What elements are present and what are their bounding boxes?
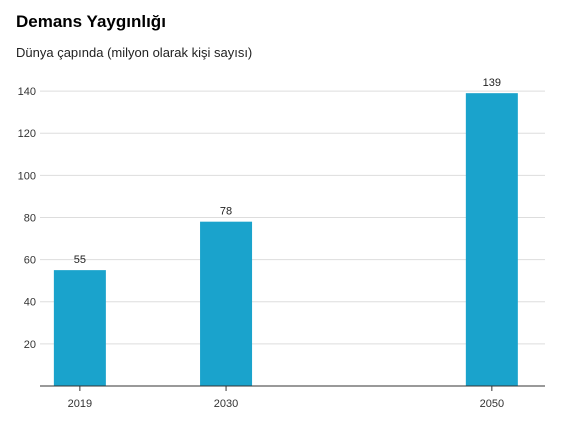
x-axis-ticks: 2019 2030 2050 bbox=[68, 386, 504, 410]
chart-title: Demans Yaygınlığı bbox=[16, 12, 166, 31]
y-tick-label: 120 bbox=[18, 128, 36, 140]
y-tick-label: 140 bbox=[18, 86, 36, 98]
y-tick-label: 60 bbox=[24, 255, 36, 267]
y-tick-label: 100 bbox=[18, 170, 36, 182]
y-axis-ticks: 20 40 60 80 100 120 140 bbox=[18, 86, 36, 351]
data-label: 78 bbox=[220, 206, 232, 218]
gridlines bbox=[40, 90, 545, 345]
x-tick-label: 2030 bbox=[214, 398, 238, 410]
data-label: 55 bbox=[74, 254, 86, 266]
bar-2050 bbox=[465, 93, 518, 386]
bar-2019 bbox=[53, 270, 106, 386]
bars: 55 78 139 bbox=[53, 77, 518, 386]
x-tick-label: 2019 bbox=[68, 398, 92, 410]
chart-subtitle: Dünya çapında (milyon olarak kişi sayısı… bbox=[16, 45, 253, 60]
y-tick-label: 80 bbox=[24, 212, 36, 224]
y-tick-label: 20 bbox=[24, 339, 36, 351]
data-label: 139 bbox=[483, 77, 501, 89]
x-tick-label: 2050 bbox=[480, 398, 504, 410]
y-tick-label: 40 bbox=[24, 297, 36, 309]
bar-2030 bbox=[200, 221, 253, 386]
